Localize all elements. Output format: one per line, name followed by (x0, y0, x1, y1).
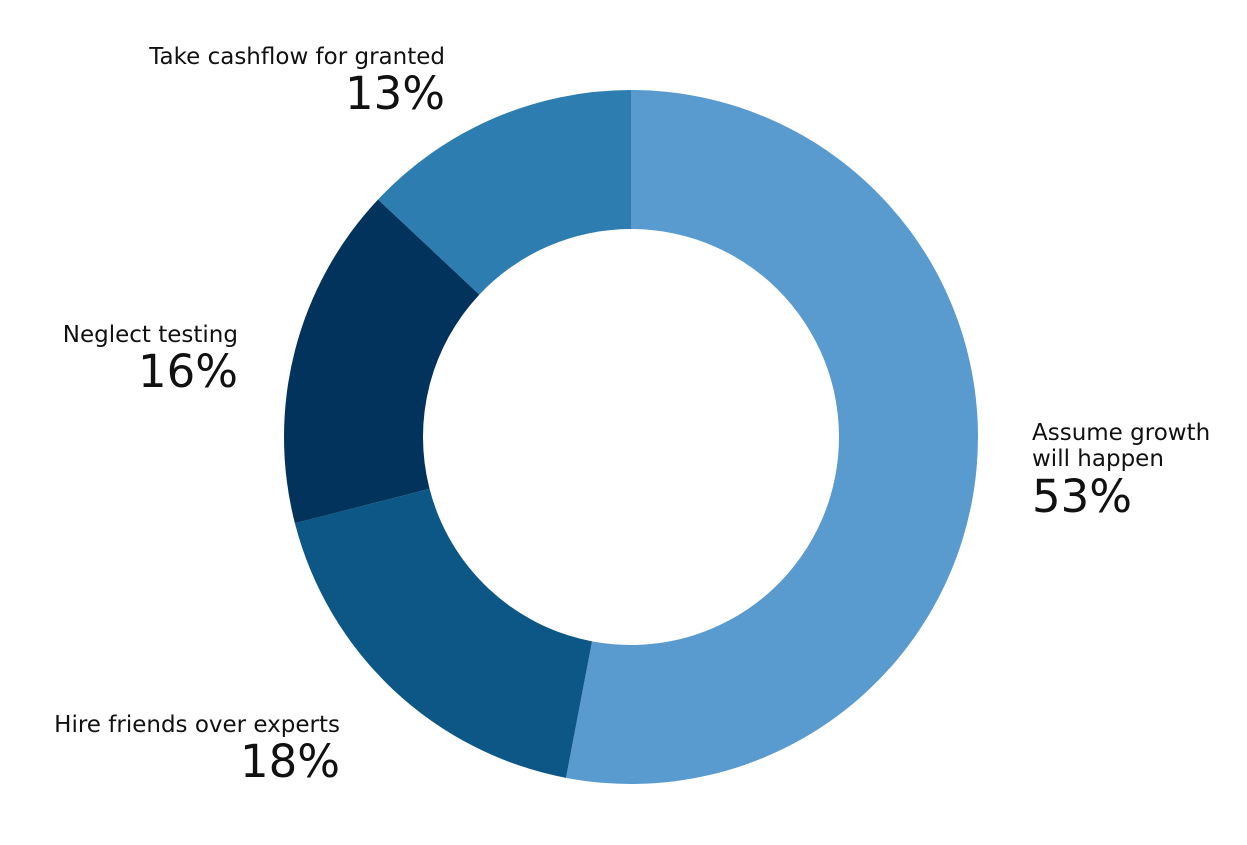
slice-name-hire-friends: Hire friends over experts (54, 712, 340, 738)
slice-name-take-cashflow: Take cashflow for granted (149, 44, 445, 70)
slice-value-assume-growth: 53% (1032, 469, 1133, 523)
slice-label-take-cashflow: Take cashflow for granted 13% (100, 44, 445, 118)
slice-name-neglect-testing: Neglect testing (62, 322, 238, 348)
donut-slices (284, 90, 979, 784)
donut-slice-take-cashflow-for-granted (378, 90, 631, 295)
slice-value-neglect-testing: 16% (137, 345, 238, 399)
slice-label-neglect-testing: Neglect testing 16% (20, 322, 238, 396)
donut-slice-assume-growth-will-happen (565, 90, 979, 784)
donut-slice-neglect-testing (284, 199, 480, 524)
slice-label-hire-friends: Hire friends over experts 18% (40, 712, 340, 786)
slice-value-take-cashflow: 13% (344, 67, 445, 121)
donut-slice-hire-friends-over-experts (294, 488, 593, 778)
slice-name-assume-growth: Assume growth will happen (1032, 420, 1211, 473)
slice-value-hire-friends: 18% (239, 735, 340, 789)
slice-label-assume-growth: Assume growth will happen 53% (1032, 420, 1232, 520)
